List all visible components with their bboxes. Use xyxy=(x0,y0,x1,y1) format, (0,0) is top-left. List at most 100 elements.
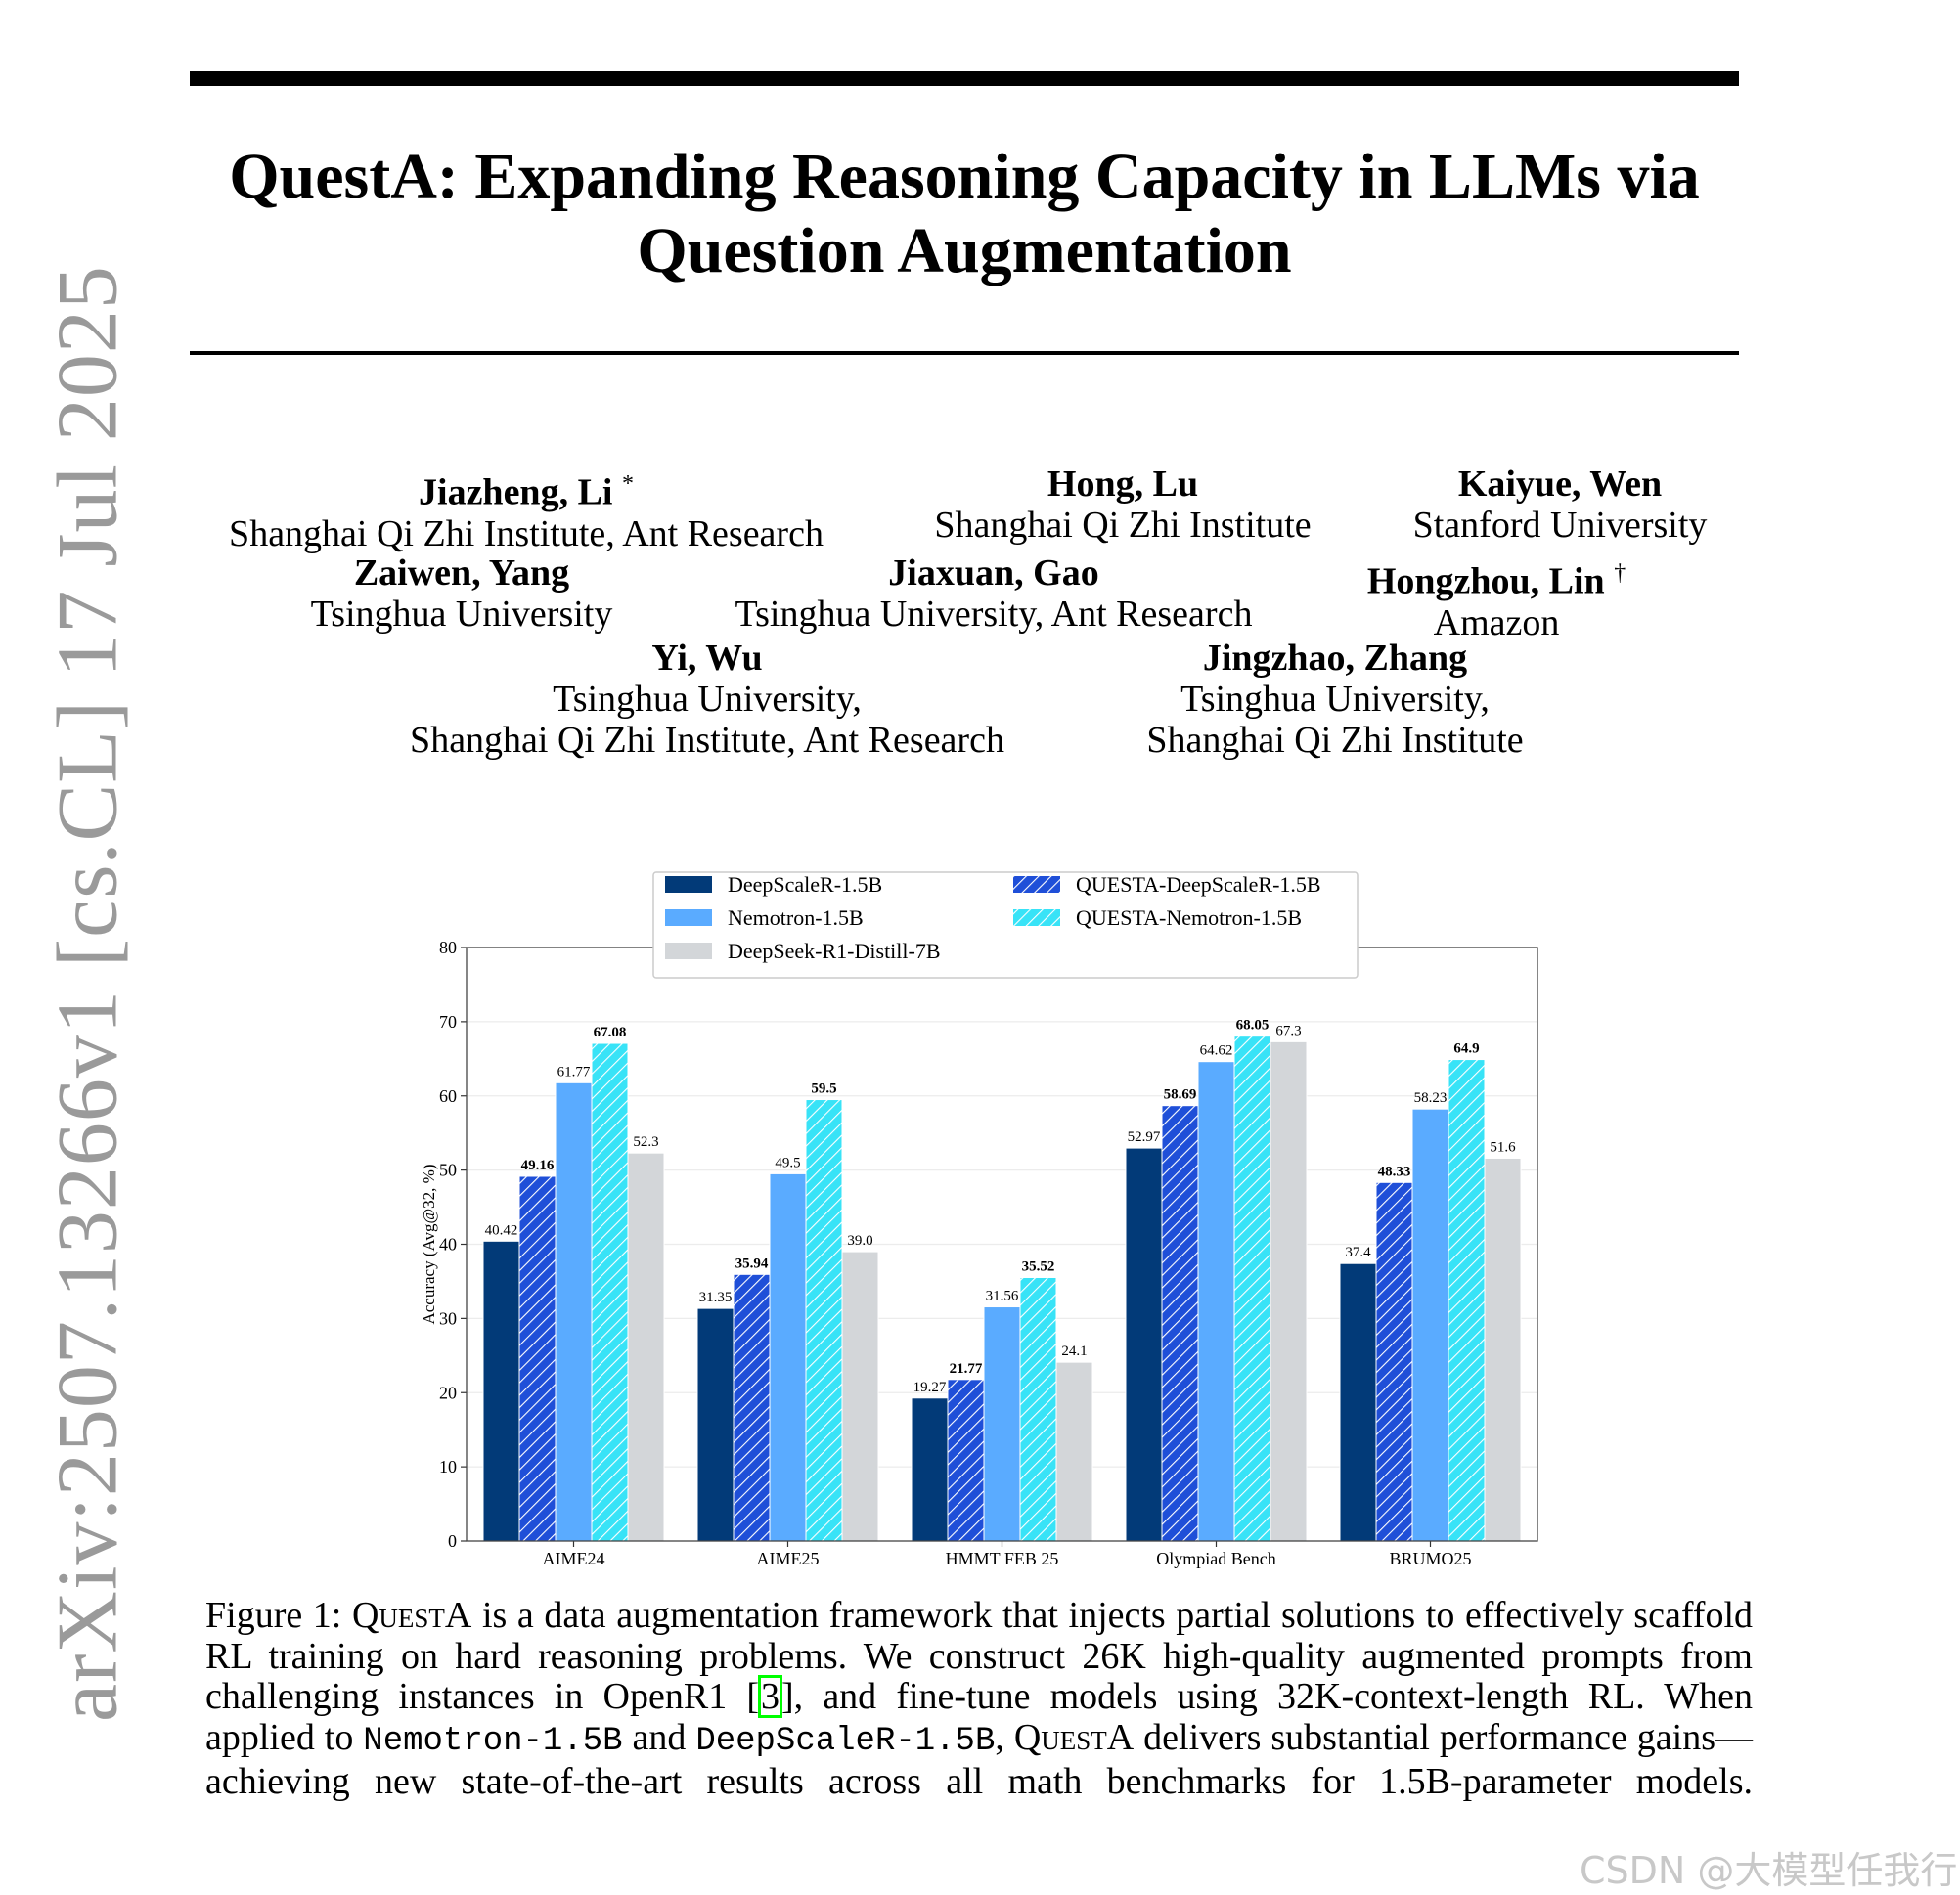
author: Hongzhou, Lin † Amazon xyxy=(1367,552,1626,643)
author-name: Hongzhou, Lin xyxy=(1366,560,1605,602)
title-line-1: QuestA: Expanding Reasoning Capacity in … xyxy=(229,141,1700,212)
legend-swatch-hatch xyxy=(1013,876,1060,893)
bar-value-label: 37.4 xyxy=(1345,1245,1371,1260)
paper-title: QuestA: Expanding Reasoning Capacity in … xyxy=(147,140,1782,288)
bar-value-label: 68.05 xyxy=(1236,1018,1270,1034)
figure-caption: Figure 1: QuestA is a data augmentation … xyxy=(205,1595,1754,1803)
bar-value-label: 31.35 xyxy=(699,1290,733,1305)
bar xyxy=(696,1307,735,1542)
y-tick-label: 50 xyxy=(439,1161,457,1180)
author-name: Zaiwen, Yang xyxy=(353,552,570,594)
author-affiliation: Tsinghua University xyxy=(310,594,613,635)
y-tick-label: 10 xyxy=(439,1457,457,1476)
author-affiliation: Tsinghua University, Ant Research xyxy=(735,594,1253,635)
y-tick-label: 80 xyxy=(439,938,457,957)
arxiv-identifier-stamp: arXiv:2507.13266v1 [cs.CL] 17 Jul 2025 xyxy=(40,265,136,1722)
bar-value-label: 48.33 xyxy=(1378,1164,1411,1179)
y-tick-label: 40 xyxy=(439,1235,457,1255)
author-affiliation: Shanghai Qi Zhi Institute, Ant Research xyxy=(229,512,824,554)
bar-value-label: 49.16 xyxy=(521,1158,555,1173)
bar-value-label: 35.52 xyxy=(1022,1258,1055,1274)
bar-value-label: 31.56 xyxy=(986,1289,1019,1304)
x-tick-label: AIME25 xyxy=(757,1549,820,1568)
caption-model-name: DeepScaleR-1.5B xyxy=(695,1722,996,1760)
author: Hong, Lu Shanghai Qi Zhi Institute xyxy=(934,463,1311,546)
caption-text: , xyxy=(995,1716,1014,1758)
bar xyxy=(1484,1157,1522,1542)
bar-hatch xyxy=(806,1099,842,1541)
bar xyxy=(769,1172,807,1542)
watermark: CSDN @大模型任我行 xyxy=(1580,1849,1958,1892)
bar-hatch xyxy=(1162,1105,1198,1541)
bar-value-label: 52.3 xyxy=(633,1134,658,1150)
bar-value-label: 40.42 xyxy=(485,1222,518,1238)
bar-value-label: 61.77 xyxy=(557,1064,591,1080)
bar-hatch xyxy=(1376,1182,1412,1541)
y-tick-label: 30 xyxy=(439,1308,457,1328)
title-top-rule xyxy=(190,71,1739,86)
caption-text: ], and fine-tune models using 32K-contex… xyxy=(205,1676,1753,1758)
bar-hatch xyxy=(1234,1036,1270,1541)
bar-value-label: 35.94 xyxy=(735,1256,769,1271)
bar-value-label: 21.77 xyxy=(950,1361,983,1377)
bar-value-label: 39.0 xyxy=(847,1233,872,1249)
bar xyxy=(627,1152,665,1542)
bar xyxy=(482,1240,520,1542)
author: Jingzhao, Zhang Tsinghua University, Shang… xyxy=(1146,638,1523,761)
legend: DeepScaleR-1.5B QUESTA-DeepScaleR-1.5B Nem… xyxy=(652,871,1359,979)
bar-hatch xyxy=(1448,1059,1485,1541)
bar-value-label: 24.1 xyxy=(1061,1344,1087,1359)
caption-text: and xyxy=(622,1716,696,1758)
bar xyxy=(911,1397,949,1542)
author: Kaiyue, Wen Stanford University xyxy=(1413,463,1708,546)
x-tick-label: AIME24 xyxy=(543,1549,605,1568)
bar-value-label: 67.08 xyxy=(594,1025,627,1040)
caption-method-name: QuestA xyxy=(351,1595,472,1636)
author-affiliation: Shanghai Qi Zhi Institute xyxy=(1146,720,1524,761)
y-tick-label: 20 xyxy=(439,1383,457,1402)
x-tick-label: HMMT FEB 25 xyxy=(946,1549,1059,1568)
legend-label: QUESTA-DeepScaleR-1.5B xyxy=(1076,872,1321,897)
legend-swatch xyxy=(665,876,712,893)
bar-value-label: 49.5 xyxy=(775,1155,800,1170)
y-tick-label: 0 xyxy=(448,1531,457,1551)
y-tick-label: 70 xyxy=(439,1012,457,1032)
title-bottom-rule xyxy=(190,351,1739,355)
bar xyxy=(983,1306,1021,1542)
caption-model-name: Nemotron-1.5B xyxy=(363,1722,623,1760)
legend-swatch-hatch xyxy=(1013,909,1060,926)
bar-hatch xyxy=(1020,1277,1056,1541)
author-affiliation: Tsinghua University, xyxy=(553,679,862,720)
bar xyxy=(1055,1361,1093,1542)
bar-value-label: 64.62 xyxy=(1200,1043,1233,1059)
bar-hatch xyxy=(734,1274,770,1541)
bar xyxy=(1197,1061,1235,1542)
author: Yi, Wu Tsinghua University, Shanghai Qi Zh… xyxy=(410,638,1004,761)
author-affiliation: Tsinghua University, xyxy=(1180,679,1490,720)
author-affiliation: Shanghai Qi Zhi Institute xyxy=(934,505,1312,546)
bar-value-label: 64.9 xyxy=(1453,1041,1479,1057)
bar-hatch xyxy=(592,1043,628,1541)
author-name: Jingzhao, Zhang xyxy=(1202,638,1468,679)
citation-link[interactable]: 3 xyxy=(758,1675,783,1718)
bar xyxy=(555,1081,593,1542)
bar-value-label: 51.6 xyxy=(1490,1139,1516,1155)
bar xyxy=(1339,1262,1377,1542)
bar-value-label: 58.23 xyxy=(1414,1090,1448,1106)
y-axis-label: Accuracy (Avg@32, %) xyxy=(420,1164,438,1324)
bar-value-label: 58.69 xyxy=(1164,1087,1197,1103)
legend-label: DeepScaleR-1.5B xyxy=(728,872,882,897)
author-affiliation: Shanghai Qi Zhi Institute, Ant Research xyxy=(410,720,1004,761)
bar-value-label: 67.3 xyxy=(1275,1023,1301,1038)
author-footnote-mark: * xyxy=(621,471,634,497)
author-name: Jiazheng, Li xyxy=(419,471,613,513)
author: Zaiwen, Yang Tsinghua University xyxy=(311,552,613,635)
legend-label: DeepSeek-R1-Distill-7B xyxy=(728,939,941,963)
caption-text: delivers substantial performance gains—a… xyxy=(205,1716,1754,1802)
author-affiliation: Amazon xyxy=(1433,601,1560,643)
author-name: Kaiyue, Wen xyxy=(1457,463,1663,505)
author-name: Jiaxuan, Gao xyxy=(888,552,1099,594)
x-tick-label: BRUMO25 xyxy=(1389,1549,1471,1568)
author-name: Hong, Lu xyxy=(1047,463,1199,505)
author: Jiazheng, Li * Shanghai Qi Zhi Institute,… xyxy=(229,463,824,554)
